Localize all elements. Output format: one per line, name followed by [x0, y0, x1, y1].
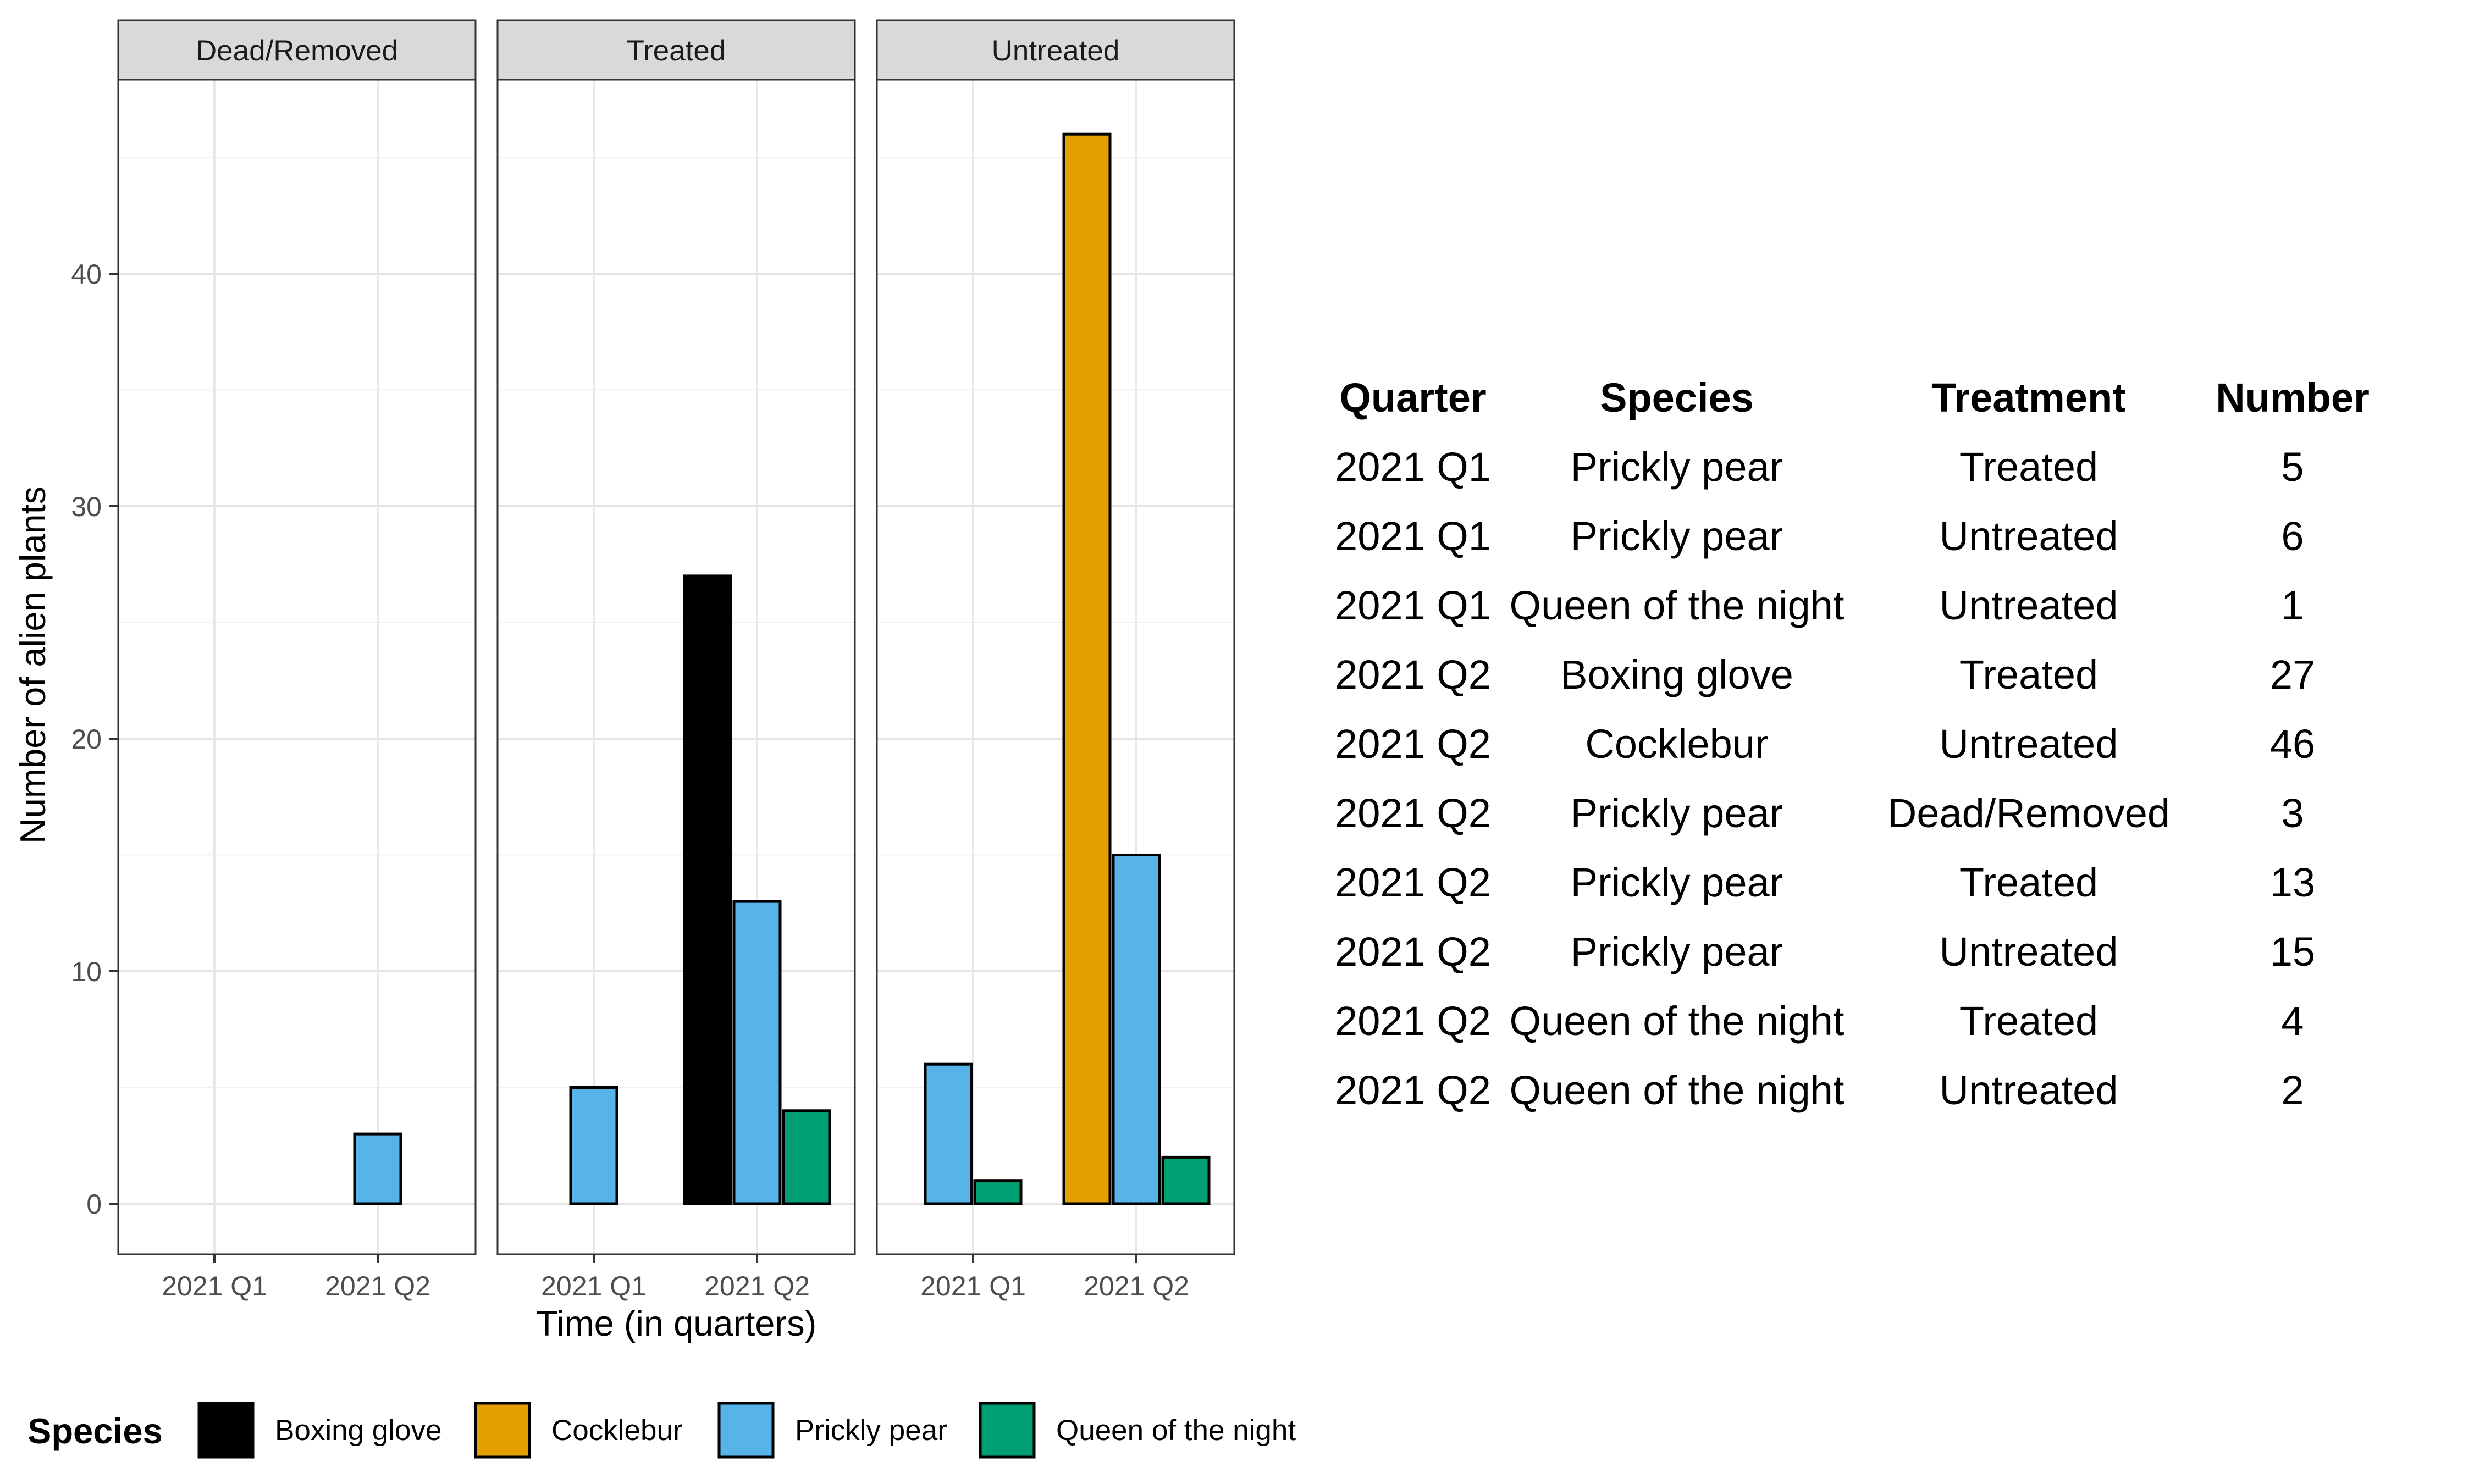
- bar-prickly-pear: [569, 1086, 618, 1205]
- legend-key-queen-of-the-night: [979, 1402, 1036, 1459]
- cell-quarter: 2021 Q2: [1335, 998, 1491, 1044]
- table-row: 2021 Q2 Queen of the night Treated 4: [1330, 986, 2386, 1055]
- table-row: 2021 Q1 Queen of the night Untreated 1: [1330, 571, 2386, 640]
- cell-species: Prickly pear: [1570, 790, 1783, 836]
- bar-queen-of-the-night: [782, 1109, 831, 1205]
- facet-label: Dead/Removed: [196, 35, 398, 67]
- cell-species: Prickly pear: [1570, 859, 1783, 905]
- cell-species: Prickly pear: [1570, 513, 1783, 559]
- bar-prickly-pear: [924, 1062, 973, 1205]
- legend-label: Cocklebur: [551, 1414, 683, 1447]
- header-species: Species: [1600, 374, 1754, 420]
- cell-treatment: Untreated: [1939, 721, 2118, 767]
- x-tick-label: 2021 Q1: [920, 1271, 1026, 1302]
- data-table-container: Quarter Species Treatment Number 2021 Q1…: [1330, 363, 2386, 1125]
- x-tick-label: 2021 Q1: [541, 1271, 647, 1302]
- header-number: Number: [2216, 374, 2370, 420]
- cell-quarter: 2021 Q2: [1335, 721, 1491, 767]
- cell-number: 15: [2269, 928, 2316, 974]
- bar-prickly-pear: [353, 1132, 402, 1205]
- x-tick-label: 2021 Q2: [325, 1271, 430, 1302]
- legend-key-prickly-pear: [717, 1402, 775, 1459]
- cell-quarter: 2021 Q2: [1335, 1067, 1491, 1113]
- table-header-row: Quarter Species Treatment Number: [1330, 363, 2386, 432]
- cell-number: 6: [2281, 513, 2304, 559]
- bar-cocklebur: [1062, 132, 1112, 1205]
- bar-prickly-pear: [1112, 854, 1161, 1205]
- cell-number: 5: [2281, 444, 2304, 490]
- cell-quarter: 2021 Q2: [1335, 651, 1491, 697]
- y-tick-label: 30: [71, 491, 102, 522]
- facet-strip: [876, 19, 1235, 81]
- cell-species: Boxing glove: [1560, 651, 1793, 697]
- cell-species: Cocklebur: [1585, 721, 1769, 767]
- cell-treatment: Untreated: [1939, 1067, 2118, 1113]
- bar-queen-of-the-night: [1161, 1155, 1211, 1205]
- facet-strip: [496, 19, 856, 81]
- cell-treatment: Treated: [1959, 998, 2099, 1044]
- cell-treatment: Treated: [1959, 651, 2099, 697]
- facet-label: Untreated: [992, 35, 1120, 67]
- cell-species: Prickly pear: [1570, 928, 1783, 974]
- cell-quarter: 2021 Q2: [1335, 928, 1491, 974]
- table-row: 2021 Q2 Prickly pear Treated 13: [1330, 848, 2386, 917]
- facet-strip: [117, 19, 477, 81]
- panel-background: [877, 80, 1234, 1254]
- cell-treatment: Untreated: [1939, 928, 2118, 974]
- cell-treatment: Dead/Removed: [1887, 790, 2171, 836]
- legend-label: Boxing glove: [275, 1414, 441, 1447]
- cell-quarter: 2021 Q1: [1335, 582, 1491, 628]
- y-axis-title: Number of alien plants: [13, 486, 53, 844]
- table-row: 2021 Q1 Prickly pear Treated 5: [1330, 432, 2386, 501]
- cell-treatment: Treated: [1959, 444, 2099, 490]
- legend-title: Species: [27, 1411, 163, 1451]
- legend-label: Queen of the night: [1056, 1414, 1296, 1447]
- faceted-bar-chart: Dead/Removed 2021 Q1 2021 Q2 Treated 2021 Q1…: [13, 19, 1296, 1459]
- table-row: 2021 Q1 Prickly pear Untreated 6: [1330, 501, 2386, 571]
- table-row: 2021 Q2 Prickly pear Dead/Removed 3: [1330, 778, 2386, 848]
- cell-number: 46: [2269, 721, 2316, 767]
- cell-quarter: 2021 Q2: [1335, 790, 1491, 836]
- y-tick-label: 0: [86, 1189, 102, 1220]
- table-row: 2021 Q2 Boxing glove Treated 27: [1330, 640, 2386, 709]
- y-tick-label: 10: [71, 956, 102, 987]
- header-treatment: Treatment: [1931, 374, 2126, 420]
- cell-number: 3: [2281, 790, 2304, 836]
- table-row: 2021 Q2 Cocklebur Untreated 46: [1330, 709, 2386, 778]
- legend-key-boxing-glove: [197, 1402, 255, 1459]
- bar-boxing-glove: [683, 574, 732, 1205]
- table-row: 2021 Q2 Prickly pear Untreated 15: [1330, 917, 2386, 986]
- cell-number: 27: [2269, 651, 2316, 697]
- panel-background: [118, 80, 476, 1254]
- legend-key-cocklebur: [474, 1402, 531, 1459]
- x-tick-label: 2021 Q1: [162, 1271, 267, 1302]
- x-axis-title: Time (in quarters): [536, 1303, 816, 1343]
- x-tick-label: 2021 Q2: [704, 1271, 810, 1302]
- panel-background: [498, 80, 855, 1254]
- cell-treatment: Untreated: [1939, 582, 2118, 628]
- table-row: 2021 Q2 Queen of the night Untreated 2: [1330, 1055, 2386, 1125]
- cell-species: Prickly pear: [1570, 444, 1783, 490]
- bar-queen-of-the-night: [973, 1179, 1023, 1205]
- cell-species: Queen of the night: [1509, 1067, 1845, 1113]
- cell-treatment: Treated: [1959, 859, 2099, 905]
- cell-number: 4: [2281, 998, 2304, 1044]
- cell-number: 2: [2281, 1067, 2304, 1113]
- cell-treatment: Untreated: [1939, 513, 2118, 559]
- cell-species: Queen of the night: [1509, 582, 1845, 628]
- data-table: Quarter Species Treatment Number 2021 Q1…: [1330, 363, 2386, 1125]
- legend-label: Prickly pear: [795, 1414, 947, 1447]
- x-tick-label: 2021 Q2: [1084, 1271, 1189, 1302]
- header-quarter: Quarter: [1339, 374, 1487, 420]
- cell-quarter: 2021 Q1: [1335, 513, 1491, 559]
- y-tick-label: 40: [71, 259, 102, 290]
- bar-prickly-pear: [732, 900, 782, 1205]
- y-tick-label: 20: [71, 724, 102, 755]
- cell-quarter: 2021 Q1: [1335, 444, 1491, 490]
- facet-label: Treated: [627, 35, 726, 67]
- cell-quarter: 2021 Q2: [1335, 859, 1491, 905]
- cell-species: Queen of the night: [1509, 998, 1845, 1044]
- cell-number: 1: [2281, 582, 2304, 628]
- cell-number: 13: [2269, 859, 2316, 905]
